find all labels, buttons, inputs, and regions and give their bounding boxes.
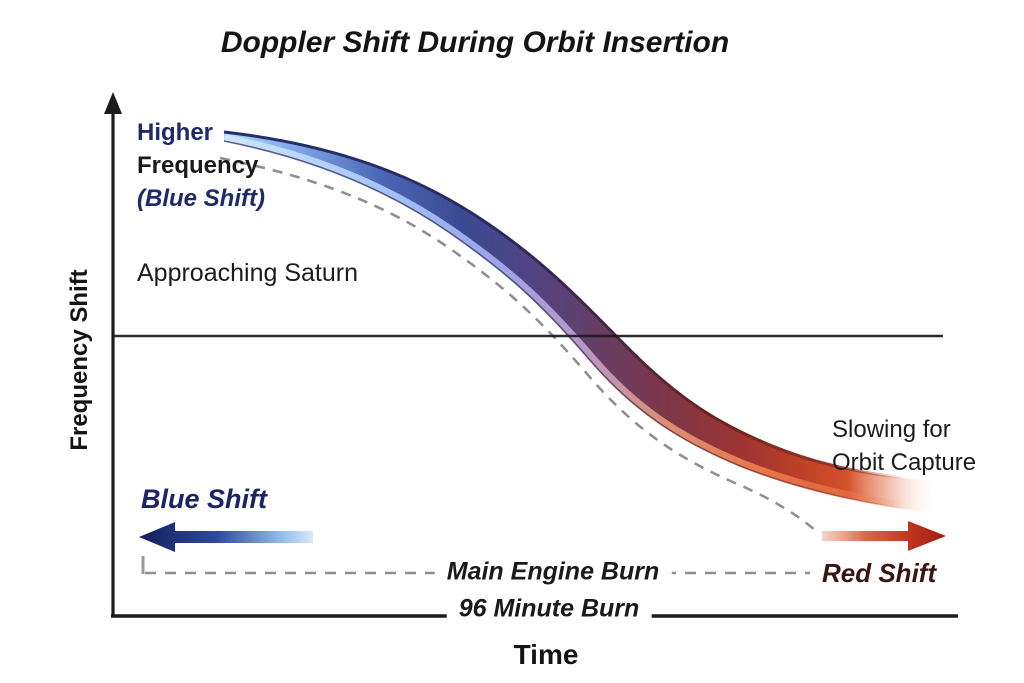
slowing-line2: Orbit Capture (832, 449, 977, 476)
y-axis-arrowhead-icon (104, 92, 122, 114)
red-shift-arrow-icon (822, 521, 946, 551)
doppler-band (224, 132, 938, 513)
blue-shift-arrow-icon (139, 522, 313, 552)
approaching-saturn-label: Approaching Saturn (137, 259, 358, 287)
red-shift-label: Red Shift (822, 558, 937, 588)
blue-shift-label: Blue Shift (141, 484, 267, 514)
slowing-line1: Slowing for (832, 416, 951, 443)
slowing-for-orbit-capture-label: Slowing for Orbit Capture (832, 413, 976, 479)
y-axis-label: Frequency Shift (66, 269, 93, 451)
dashed-guide-curve (219, 156, 817, 532)
burn-duration-label: 96 Minute Burn (446, 594, 652, 624)
main-engine-burn-label: Main Engine Burn (434, 557, 672, 587)
higher-frequency-line3: (Blue Shift) (137, 185, 265, 212)
x-axis-label: Time (513, 639, 579, 670)
page-title: Doppler Shift During Orbit Insertion (220, 26, 730, 59)
band-bottom-edge (223, 140, 935, 514)
higher-frequency-line1: Higher (137, 119, 214, 146)
higher-frequency-label: Higher Frequency (Blue Shift) (137, 116, 265, 215)
higher-frequency-line2: Frequency (137, 152, 259, 179)
